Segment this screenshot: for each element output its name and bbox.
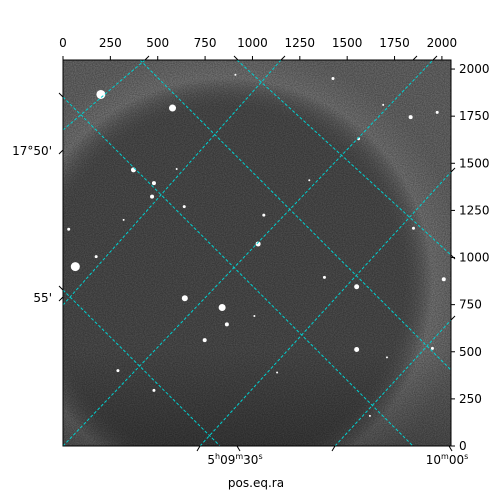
- star-point: [331, 76, 335, 80]
- top-world-tick: [280, 55, 286, 61]
- grid-line: [63, 289, 221, 446]
- star-point: [152, 388, 156, 392]
- grid-line: [63, 60, 146, 131]
- grid-line: [334, 319, 451, 446]
- right-tick-label: 1750: [459, 109, 490, 123]
- dec-tick-mark: [58, 285, 64, 291]
- dec-tick-mark: [58, 296, 64, 302]
- right-tick-label: 250: [459, 392, 482, 406]
- star-point: [224, 322, 229, 327]
- ra-tick-mark: [236, 445, 241, 452]
- star-point: [385, 356, 388, 359]
- top-tick-label: 1750: [379, 36, 410, 50]
- top-world-tick: [144, 55, 150, 61]
- star-point: [411, 226, 415, 230]
- star-point: [253, 314, 256, 317]
- star-point: [430, 346, 434, 350]
- top-world-tick: [233, 55, 239, 61]
- star-point: [181, 295, 188, 302]
- star-point: [234, 73, 237, 76]
- right-world-tick: [450, 254, 456, 260]
- star-point: [175, 167, 178, 170]
- star-point: [116, 369, 120, 373]
- grid-line: [139, 60, 451, 371]
- top-tick-label: 500: [146, 36, 169, 50]
- top-tick-label: 250: [99, 36, 122, 50]
- star-point: [262, 213, 266, 217]
- ra-tick-mark: [331, 445, 336, 452]
- star-point: [169, 104, 177, 112]
- star-point: [96, 89, 106, 99]
- star-point: [368, 414, 371, 417]
- world-ticks: [58, 55, 456, 452]
- x-axis-label: pos.eq.ra: [228, 476, 284, 490]
- right-tick-label: 1500: [459, 156, 490, 170]
- star-point: [182, 205, 186, 209]
- dec-tick-label-2: 55': [33, 291, 52, 305]
- star-point: [130, 167, 136, 173]
- star-point: [94, 255, 98, 259]
- stars-layer: [67, 73, 446, 417]
- dec-tick-mark: [58, 92, 64, 98]
- top-tick-label: 2000: [427, 36, 458, 50]
- star-point: [255, 241, 261, 247]
- star-point: [382, 103, 385, 106]
- star-point: [322, 275, 326, 279]
- top-tick-label: 0: [59, 36, 67, 50]
- image-bottom-shade: [63, 60, 451, 446]
- right-tick-label: 750: [459, 298, 482, 312]
- right-tick-label: 1000: [459, 251, 490, 265]
- top-world-tick: [432, 55, 438, 61]
- star-point: [122, 218, 125, 221]
- right-tick-label: 2000: [459, 62, 490, 76]
- star-point: [151, 181, 156, 186]
- sky-image: [63, 60, 451, 446]
- star-point: [354, 347, 360, 352]
- star-point: [308, 179, 311, 182]
- star-point: [202, 338, 207, 343]
- grid-line: [236, 60, 451, 256]
- right-world-tick: [450, 167, 456, 173]
- star-point: [218, 303, 226, 311]
- ra-tick-mark: [196, 445, 201, 452]
- coordinate-grid: [63, 60, 451, 446]
- right-world-tick: [450, 315, 456, 321]
- ra-tick-mark: [448, 445, 453, 452]
- right-tick-label: 1250: [459, 203, 490, 217]
- top-tick-label: 1500: [332, 36, 363, 50]
- star-point: [441, 277, 446, 282]
- right-tick-label: 0: [459, 439, 467, 453]
- star-point: [435, 110, 439, 114]
- star-point: [70, 262, 80, 272]
- ra-tick-label-2: 10m00s: [426, 452, 469, 467]
- image-frame: [62, 59, 452, 447]
- dec-tick-label-1: 17°50': [12, 144, 52, 158]
- top-world-tick: [412, 55, 418, 61]
- star-point: [67, 227, 71, 231]
- top-tick-label: 1000: [237, 36, 268, 50]
- dec-tick-mark: [58, 149, 64, 155]
- top-tick-label: 750: [194, 36, 217, 50]
- star-point: [408, 115, 413, 120]
- right-tick-label: 500: [459, 345, 482, 359]
- grid-line: [199, 171, 451, 446]
- grid-line: [63, 96, 414, 446]
- star-point: [276, 371, 279, 374]
- ra-tick-label-1: 5h09m30s: [207, 452, 262, 467]
- right-pixel-axis: 0 250 500 750 1000 1250 1500 1750 2000: [451, 62, 490, 453]
- star-point: [150, 194, 155, 199]
- top-tick-label: 1250: [285, 36, 316, 50]
- top-pixel-axis: 0 250 500 750 1000 1250 1500 1750 2000: [59, 36, 457, 60]
- star-point: [354, 284, 360, 290]
- grid-line: [63, 60, 434, 446]
